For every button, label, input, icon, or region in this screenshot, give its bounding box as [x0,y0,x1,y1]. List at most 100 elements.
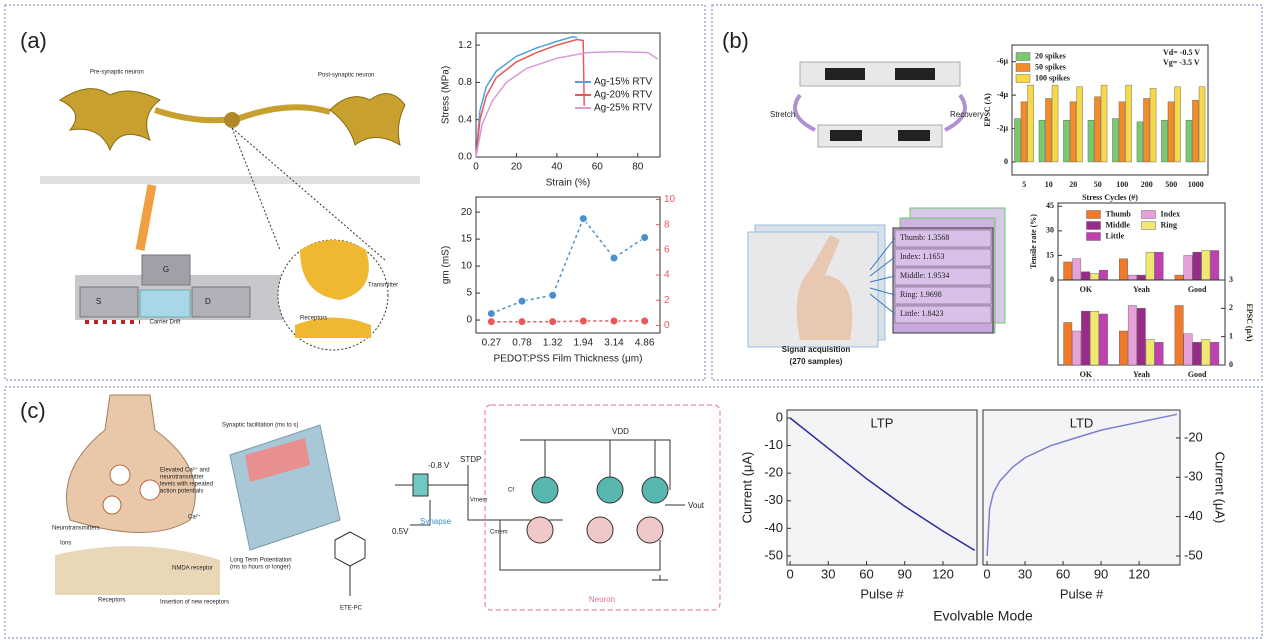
legend-label: 20 spikes [1035,51,1066,60]
legend-swatch [1015,52,1031,61]
y-tick-label: 0.0 [458,152,472,163]
y-tick-label: 0.8 [458,77,472,88]
x-tick-label: 90 [1094,566,1108,581]
x-tick-label: 3.14 [604,338,624,349]
y-tick-label: -50 [1184,547,1203,562]
y-tick-label: 0 [776,409,783,424]
bar [1063,322,1073,366]
bar [1090,310,1099,366]
legend-swatch [1086,232,1101,241]
bar [1020,101,1028,163]
signal-link [869,237,896,271]
marker [486,317,496,327]
series-line [475,38,585,158]
bar [1143,98,1150,163]
marker [640,316,650,326]
bar [1145,339,1155,366]
receptors-label: Receptors [300,316,327,322]
samples-label: (270 samples) [790,357,843,366]
source-label: S [96,297,101,306]
legend-label: Little [1106,231,1125,240]
bar [1210,250,1220,281]
x-tick-label: 5 [1022,180,1026,189]
y-axis-label: EPSC (A) [983,93,992,127]
y-tick-label: -2μ [997,123,1009,132]
y-tick-label: 2 [1229,303,1233,312]
vmem-label: Vmem [470,498,487,504]
marker [548,290,558,300]
bar [1119,330,1128,366]
bar [1161,119,1168,163]
x-tick-label: 40 [551,162,563,173]
cf-label: Cf [508,488,514,494]
plot-frame [475,32,661,158]
chart: 0.0 0.4 0.8 1.2 0 20 40 60 80 Strain (%) Stress (M… [441,32,661,189]
y-tick-label: 20 [461,207,473,218]
ions-label: Ions [60,541,71,547]
legend-swatch [1086,221,1101,230]
signal-value: Little: 1.8423 [900,309,944,318]
receptors-label: Receptors [98,598,125,604]
bar [1072,330,1082,366]
x-tick-label: 0.27 [482,338,502,349]
y-axis-label: Stress (MPa) [441,66,452,124]
y-tick-label: 1.2 [458,40,472,51]
annotation: Vg= -3.5 V [1163,58,1200,67]
legend-swatch [1015,74,1031,83]
signal-value: Thumb: 1.3568 [900,233,949,242]
y2-tick-label: 8 [664,219,670,230]
panel-c [4,386,1263,639]
bar [1145,251,1155,281]
legend-swatch [1015,63,1031,72]
x-tick-label: 500 [1165,180,1177,189]
x-tick-label: 30 [1018,566,1032,581]
synapse-circuit-illustration: (c) Synaptic facilitation (ms to s) Elev… [20,394,1180,624]
x-axis-label: Pulse # [860,587,904,602]
elevated-label: action potentials [160,489,203,495]
bar [1127,305,1137,366]
legend-label: Index [1161,209,1181,218]
y-tick-label: -40 [1184,508,1203,523]
bar [1100,84,1108,163]
y-tick-label: 0 [1004,157,1008,166]
bar [1174,305,1184,366]
cmem-label: Cmem [490,530,508,536]
x-tick-label: 120 [932,566,954,581]
plot-frame [475,196,661,334]
drift-label: Carrier Drift [150,320,181,326]
y-axis-label: Current (μA) [1213,452,1228,524]
y-tick-label: -10 [764,437,783,452]
legend-label: Ring [1161,220,1177,229]
y-tick-label: -20 [1184,429,1203,444]
vdd-label: VDD [612,427,629,436]
bar [1076,86,1083,163]
chart-title: LTD [1070,415,1094,430]
y2-tick-label: 10 [664,194,676,205]
series-line [789,417,976,552]
bar [1210,342,1220,366]
series-line [491,320,645,323]
bar [1192,251,1202,281]
signal-link [869,275,896,283]
panel-a [4,4,706,381]
panel-label: (b) [722,28,749,53]
bar [1192,342,1202,366]
legend-label: 50 spikes [1035,62,1066,71]
marker [486,309,496,319]
x-axis-label: PEDOT:PSS Film Thickness (μm) [494,354,643,365]
bar [1063,261,1073,281]
chart: 0 1 2 3 OK Yeah Good EPSC (μA) [1057,275,1254,379]
drain-label: D [205,297,211,306]
signal-value: Ring: 1.9698 [900,290,942,299]
signal-row [894,286,992,305]
legend-swatch [1141,221,1156,230]
bar [1127,274,1137,281]
marker [640,232,650,242]
bar [1201,339,1211,366]
signal-value: Index: 1.1653 [900,252,944,261]
series-line [475,35,578,158]
bar [1125,84,1132,163]
y2-tick-label: 4 [664,270,670,281]
